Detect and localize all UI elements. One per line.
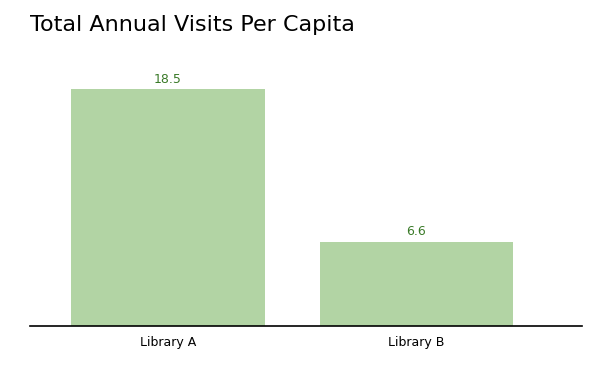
Text: 18.5: 18.5 <box>154 73 182 86</box>
Text: 6.6: 6.6 <box>407 225 426 238</box>
Bar <box>320 242 513 326</box>
Bar <box>71 89 265 326</box>
Text: Total Annual Visits Per Capita: Total Annual Visits Per Capita <box>30 14 355 35</box>
